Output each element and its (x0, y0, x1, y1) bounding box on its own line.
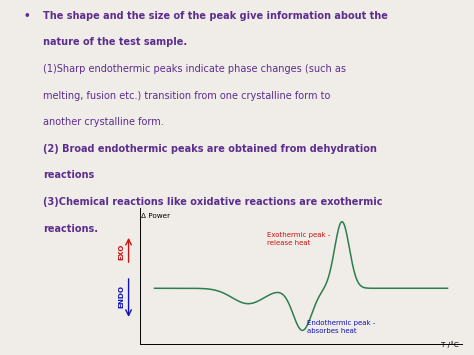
Text: (1)Sharp endothermic peaks indicate phase changes (such as: (1)Sharp endothermic peaks indicate phas… (43, 64, 346, 74)
Text: melting, fusion etc.) transition from one crystalline form to: melting, fusion etc.) transition from on… (43, 91, 330, 100)
Text: reactions: reactions (43, 170, 94, 180)
Text: (2) Broad endothermic peaks are obtained from dehydration: (2) Broad endothermic peaks are obtained… (43, 144, 376, 154)
Text: T /°C: T /°C (441, 342, 459, 348)
Text: nature of the test sample.: nature of the test sample. (43, 37, 187, 47)
Text: Endothermic peak -
absorbes heat: Endothermic peak - absorbes heat (307, 320, 375, 334)
Text: EXO: EXO (118, 243, 125, 260)
Text: another crystalline form.: another crystalline form. (43, 117, 164, 127)
Text: ENDO: ENDO (118, 285, 125, 308)
Text: reactions.: reactions. (43, 224, 98, 234)
Text: Exothermic peak -
release heat: Exothermic peak - release heat (267, 232, 331, 246)
Text: •: • (24, 11, 30, 21)
Text: (3)Chemical reactions like oxidative reactions are exothermic: (3)Chemical reactions like oxidative rea… (43, 197, 382, 207)
Text: The shape and the size of the peak give information about the: The shape and the size of the peak give … (43, 11, 388, 21)
Text: Δ Power: Δ Power (141, 213, 171, 219)
